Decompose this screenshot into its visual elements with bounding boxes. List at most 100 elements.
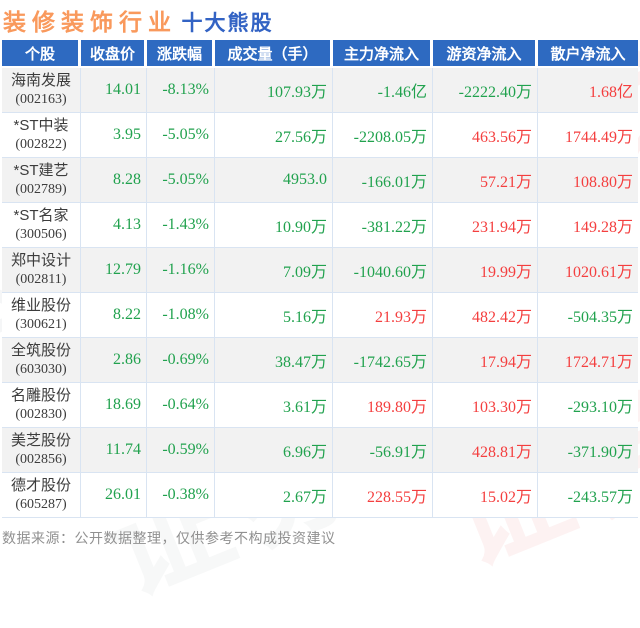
stock-name-cell: 美芝股份 (002856) [2,428,81,473]
stock-name: 美芝股份 [10,432,71,449]
value-cell: 1724.71万 [538,338,638,383]
stock-code: (300621) [15,317,67,332]
title-industry: 装修装饰行业 [3,9,177,35]
col-header-hot-money-net-inflow: 游资净流入 [433,40,538,68]
value-cell: -1040.60万 [333,248,433,293]
value-cell: 14.01 [81,68,147,113]
value-cell: 1744.49万 [538,113,638,158]
value-cell: -166.01万 [333,158,433,203]
value-cell: -371.90万 [538,428,638,473]
value-cell: 2.67万 [215,473,333,518]
value-cell: -8.13% [147,68,215,113]
stock-code: (603030) [15,362,67,377]
value-cell: 1020.61万 [538,248,638,293]
value-cell: -381.22万 [333,203,433,248]
value-cell: 8.22 [81,293,147,338]
value-cell: 11.74 [81,428,147,473]
value-cell: 4953.0 [215,158,333,203]
col-header-volume: 成交量（手） [215,40,333,68]
stock-name-cell: 德才股份 (605287) [2,473,81,518]
table-header: 个股 收盘价 涨跌幅 成交量（手） 主力净流入 游资净流入 散户净流入 [2,40,638,68]
stock-name: *ST建艺 [13,162,69,179]
stock-name: 全筑股份 [10,342,71,359]
value-cell: 108.80万 [538,158,638,203]
stock-code: (300506) [15,227,67,242]
col-header-stock: 个股 [2,40,81,68]
value-cell: -1.43% [147,203,215,248]
value-cell: -1.46亿 [333,68,433,113]
table-row: 德才股份 (605287) 26.01 -0.38% 2.67万 228.55万 15.02… [2,473,638,518]
value-cell: 3.61万 [215,383,333,428]
stock-name-cell: 海南发展 (002163) [2,68,81,113]
stock-name-cell: *ST建艺 (002789) [2,158,81,203]
value-cell: -1742.65万 [333,338,433,383]
value-cell: -5.05% [147,158,215,203]
bear-stocks-table: 个股 收盘价 涨跌幅 成交量（手） 主力净流入 游资净流入 散户净流入 海南发展… [2,40,638,518]
bear-stocks-infographic: 装修装饰行业 十大熊股 证券之星 证券之星 证券之星 证券之星 个股 收盘价 涨… [2,0,640,590]
value-cell: 7.09万 [215,248,333,293]
table-row: 维业股份 (300621) 8.22 -1.08% 5.16万 21.93万 482.42万… [2,293,638,338]
col-header-change-pct: 涨跌幅 [147,40,215,68]
table-body: 海南发展 (002163) 14.01 -8.13% 107.93万 -1.46亿 -222… [2,68,638,518]
col-header-main-net-inflow: 主力净流入 [333,40,433,68]
table-row: *ST中装 (002822) 3.95 -5.05% 27.56万 -2208.05万 46… [2,113,638,158]
value-cell: 228.55万 [333,473,433,518]
value-cell: 8.28 [81,158,147,203]
value-cell: -504.35万 [538,293,638,338]
stock-name: 德才股份 [10,477,71,494]
value-cell: 18.69 [81,383,147,428]
value-cell: 26.01 [81,473,147,518]
value-cell: 6.96万 [215,428,333,473]
stock-name-cell: *ST中装 (002822) [2,113,81,158]
value-cell: 189.80万 [333,383,433,428]
stock-name-cell: 郑中设计 (002811) [2,248,81,293]
value-cell: -1.16% [147,248,215,293]
stock-name: 名雕股份 [10,387,71,404]
value-cell: -293.10万 [538,383,638,428]
value-cell: 463.56万 [433,113,538,158]
col-header-close-price: 收盘价 [81,40,147,68]
table-row: 郑中设计 (002811) 12.79 -1.16% 7.09万 -1040.60万 19.… [2,248,638,293]
value-cell: 428.81万 [433,428,538,473]
col-header-retail-net-inflow: 散户净流入 [538,40,638,68]
value-cell: -0.69% [147,338,215,383]
value-cell: -2208.05万 [333,113,433,158]
stock-code: (002163) [15,92,67,107]
stock-code: (002830) [15,407,67,422]
value-cell: 4.13 [81,203,147,248]
table-row: *ST建艺 (002789) 8.28 -5.05% 4953.0 -166.01万 57.… [2,158,638,203]
value-cell: 17.94万 [433,338,538,383]
value-cell: -5.05% [147,113,215,158]
value-cell: -0.64% [147,383,215,428]
value-cell: 2.86 [81,338,147,383]
table-row: 海南发展 (002163) 14.01 -8.13% 107.93万 -1.46亿 -222… [2,68,638,113]
title-suffix: 十大熊股 [181,12,274,35]
value-cell: 27.56万 [215,113,333,158]
value-cell: 10.90万 [215,203,333,248]
value-cell: -243.57万 [538,473,638,518]
value-cell: -0.38% [147,473,215,518]
value-cell: 15.02万 [433,473,538,518]
value-cell: 231.94万 [433,203,538,248]
stock-code: (605287) [15,497,67,512]
table-row: 全筑股份 (603030) 2.86 -0.69% 38.47万 -1742.65万 17.… [2,338,638,383]
value-cell: 19.99万 [433,248,538,293]
value-cell: 12.79 [81,248,147,293]
stock-name-cell: 全筑股份 (603030) [2,338,81,383]
table-row: 名雕股份 (002830) 18.69 -0.64% 3.61万 189.80万 103.3… [2,383,638,428]
stock-name: 维业股份 [10,297,71,314]
value-cell: 107.93万 [215,68,333,113]
value-cell: -0.59% [147,428,215,473]
data-source-note: 数据来源：公开数据整理，仅供参考不构成投资建议 [2,530,336,546]
value-cell: -2222.40万 [433,68,538,113]
table-row: *ST名家 (300506) 4.13 -1.43% 10.90万 -381.22万 231… [2,203,638,248]
stock-code: (002811) [15,272,67,287]
stock-name-cell: 维业股份 (300621) [2,293,81,338]
value-cell: -1.08% [147,293,215,338]
value-cell: 103.30万 [433,383,538,428]
stock-code: (002856) [15,452,67,467]
stock-name: *ST中装 [13,117,69,134]
stock-name: 海南发展 [10,72,71,89]
stock-code: (002789) [15,182,67,197]
page-title: 装修装饰行业 十大熊股 [3,3,273,37]
